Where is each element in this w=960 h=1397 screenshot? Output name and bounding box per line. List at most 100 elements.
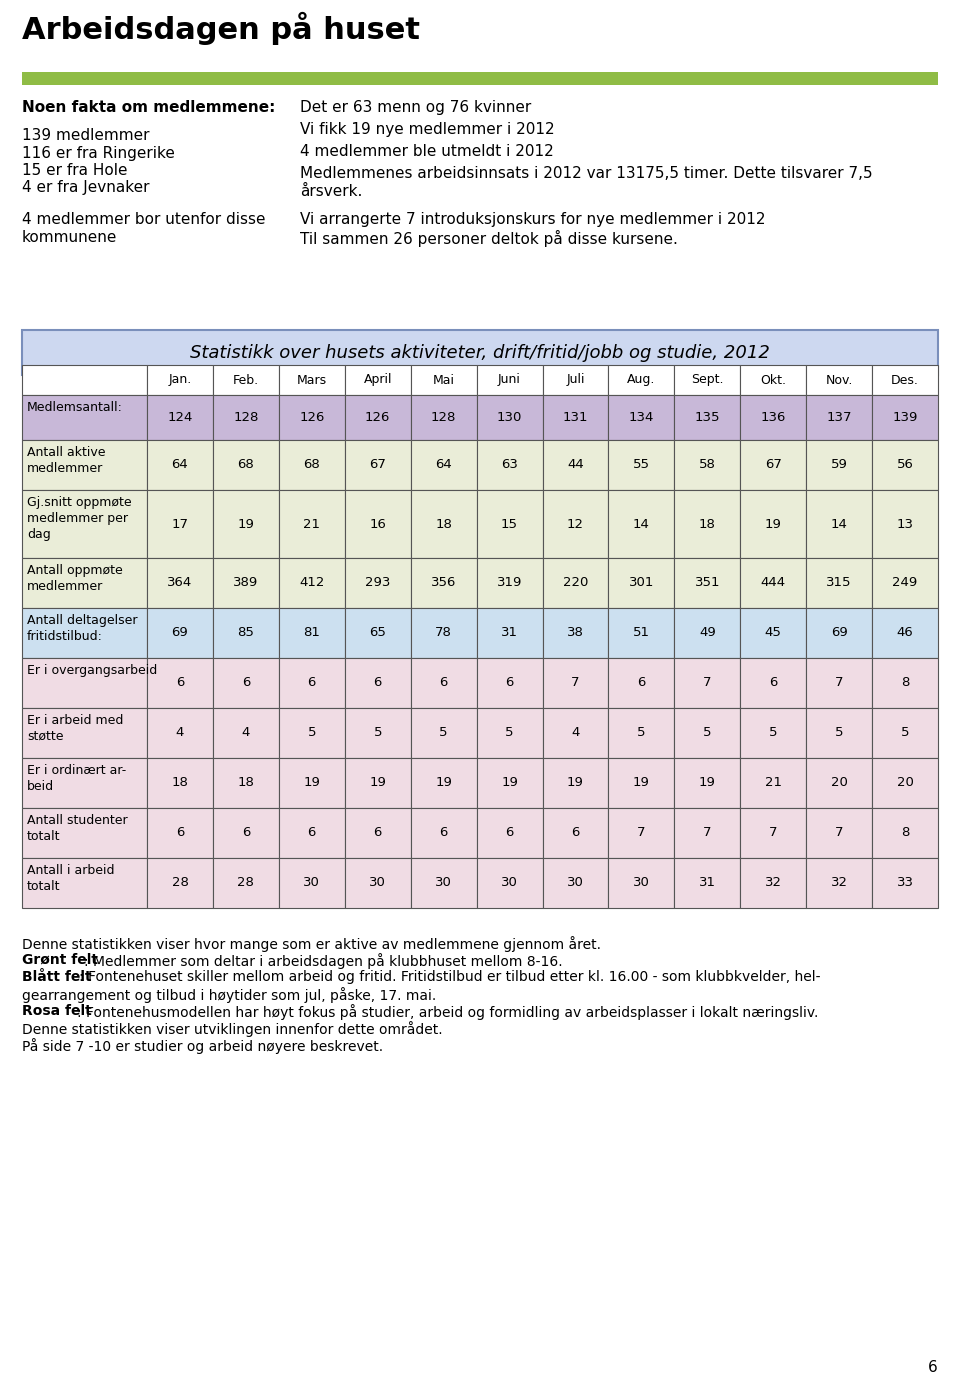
Text: 51: 51 [633, 626, 650, 640]
Bar [740, 658, 806, 708]
Bar [674, 440, 740, 490]
Bar [345, 608, 411, 658]
Text: Medlemmenes arbeidsinnsats i 2012 var 13175,5 timer. Dette tilsvarer 7,5: Medlemmenes arbeidsinnsats i 2012 var 13… [300, 166, 873, 182]
Text: 19: 19 [633, 777, 650, 789]
Text: 33: 33 [897, 876, 914, 890]
Bar [872, 395, 938, 440]
Text: 136: 136 [760, 411, 786, 425]
Text: Nov.: Nov. [826, 373, 852, 387]
Bar [542, 490, 609, 557]
Text: 5: 5 [307, 726, 316, 739]
Bar [674, 658, 740, 708]
Text: 5: 5 [900, 726, 909, 739]
Bar [740, 608, 806, 658]
Text: 7: 7 [703, 676, 711, 690]
Bar [147, 365, 213, 395]
Text: 4 er fra Jevnaker: 4 er fra Jevnaker [22, 180, 150, 196]
Bar [213, 759, 278, 807]
Text: 220: 220 [563, 577, 588, 590]
Text: Blått felt: Blått felt [22, 970, 91, 983]
Bar [542, 608, 609, 658]
Bar [542, 708, 609, 759]
Bar [278, 708, 345, 759]
Text: 124: 124 [167, 411, 193, 425]
Bar [674, 557, 740, 608]
Text: 6: 6 [769, 676, 778, 690]
Text: 351: 351 [694, 577, 720, 590]
Text: Des.: Des. [891, 373, 919, 387]
Text: 55: 55 [633, 458, 650, 472]
Bar [542, 557, 609, 608]
Text: Antall studenter
totalt: Antall studenter totalt [27, 814, 128, 842]
Bar [22, 807, 147, 858]
Bar [609, 490, 674, 557]
Text: Medlemsantall:: Medlemsantall: [27, 401, 123, 414]
Text: 126: 126 [300, 411, 324, 425]
Bar [806, 807, 872, 858]
Bar [411, 557, 476, 608]
Text: 6: 6 [440, 827, 447, 840]
Bar [345, 490, 411, 557]
Bar [872, 708, 938, 759]
Text: 315: 315 [827, 577, 852, 590]
Bar [806, 365, 872, 395]
Text: 7: 7 [571, 676, 580, 690]
Bar [609, 395, 674, 440]
Text: Antall oppmøte
medlemmer: Antall oppmøte medlemmer [27, 564, 123, 592]
Bar [740, 440, 806, 490]
Bar [476, 395, 542, 440]
Bar [609, 440, 674, 490]
Bar [213, 557, 278, 608]
Text: 128: 128 [431, 411, 456, 425]
Bar [542, 440, 609, 490]
Bar [806, 858, 872, 908]
Bar [411, 858, 476, 908]
Text: 68: 68 [237, 458, 254, 472]
Bar [872, 608, 938, 658]
Text: Til sammen 26 personer deltok på disse kursene.: Til sammen 26 personer deltok på disse k… [300, 231, 678, 247]
Text: 4: 4 [242, 726, 250, 739]
Text: 8: 8 [900, 827, 909, 840]
Text: 134: 134 [629, 411, 654, 425]
Text: 6: 6 [307, 827, 316, 840]
Text: På side 7 -10 er studier og arbeid nøyere beskrevet.: På side 7 -10 er studier og arbeid nøyer… [22, 1038, 383, 1053]
Bar [609, 608, 674, 658]
Bar [345, 858, 411, 908]
Text: 28: 28 [237, 876, 254, 890]
Text: 4 medlemmer bor utenfor disse: 4 medlemmer bor utenfor disse [22, 212, 266, 226]
Bar [147, 490, 213, 557]
Bar [213, 608, 278, 658]
Bar [872, 807, 938, 858]
Bar [147, 395, 213, 440]
Bar [147, 608, 213, 658]
Bar [609, 858, 674, 908]
Bar [542, 658, 609, 708]
Text: 21: 21 [765, 777, 781, 789]
Bar [542, 395, 609, 440]
Text: Er i overgangsarbeid: Er i overgangsarbeid [27, 664, 157, 678]
Text: 6: 6 [637, 676, 645, 690]
Text: 30: 30 [303, 876, 321, 890]
Bar [740, 395, 806, 440]
Text: kommunene: kommunene [22, 231, 117, 244]
Text: 6: 6 [505, 827, 514, 840]
Bar [872, 440, 938, 490]
Text: 18: 18 [435, 517, 452, 531]
Text: 7: 7 [703, 827, 711, 840]
Text: 18: 18 [172, 777, 188, 789]
Text: 14: 14 [633, 517, 650, 531]
Bar [740, 708, 806, 759]
Bar [476, 365, 542, 395]
Text: 249: 249 [893, 577, 918, 590]
Text: 30: 30 [370, 876, 386, 890]
Bar [542, 759, 609, 807]
Bar [476, 708, 542, 759]
Bar [806, 557, 872, 608]
Bar [213, 658, 278, 708]
Bar [278, 759, 345, 807]
Text: 6: 6 [373, 676, 382, 690]
Bar [411, 759, 476, 807]
Bar [609, 759, 674, 807]
Text: Juli: Juli [566, 373, 585, 387]
Text: 6: 6 [176, 676, 184, 690]
